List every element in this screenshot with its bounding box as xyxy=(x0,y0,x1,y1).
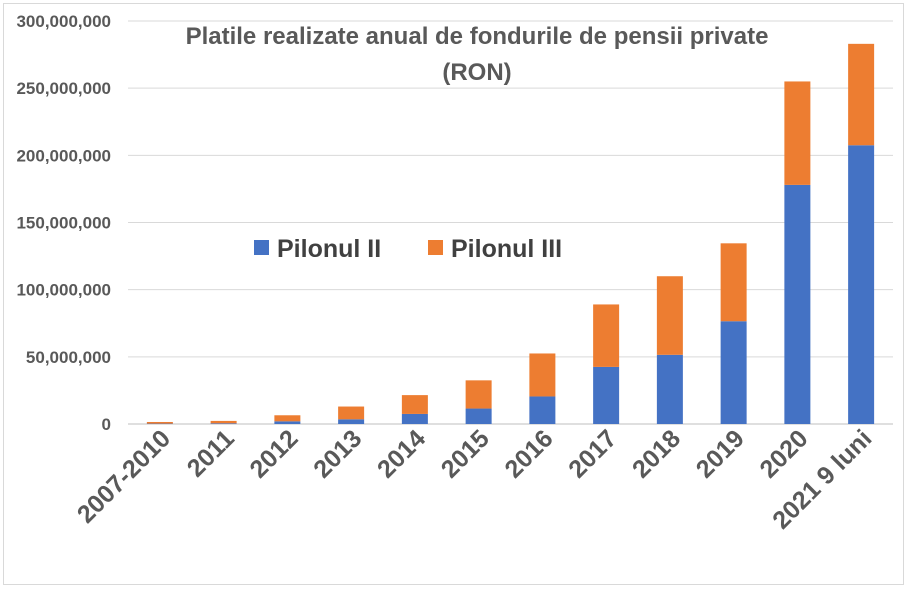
bar-pilonul-ii-2016 xyxy=(529,396,556,424)
bar-pilonul-iii-2013 xyxy=(338,406,365,420)
y-tick-label: 50,000,000 xyxy=(26,348,111,367)
x-tick-label: 2013 xyxy=(308,424,367,483)
bar-pilonul-ii-2021-9-luni xyxy=(848,145,875,424)
bar-pilonul-iii-2015 xyxy=(465,380,492,409)
bar-pilonul-ii-2019 xyxy=(720,321,747,424)
y-tick-label: 0 xyxy=(102,415,111,434)
bar-pilonul-iii-2019 xyxy=(720,243,747,322)
x-tick-label: 2014 xyxy=(372,424,431,483)
bar-pilonul-iii-2011 xyxy=(210,420,237,424)
bar-pilonul-iii-2021-9-luni xyxy=(848,43,875,146)
legend-swatch-pilonul-ii xyxy=(254,240,269,255)
bar-pilonul-iii-2014 xyxy=(401,395,428,414)
bar-pilonul-ii-2017 xyxy=(593,366,620,424)
chart-frame xyxy=(3,3,904,585)
bar-pilonul-ii-2011 xyxy=(210,423,237,424)
legend-label-pilonul-ii: Pilonul II xyxy=(277,235,381,263)
legend-label-pilonul-iii: Pilonul III xyxy=(451,235,562,263)
x-tick-label: 2011 xyxy=(182,424,240,482)
bars xyxy=(146,43,875,424)
y-tick-label: 150,000,000 xyxy=(16,214,111,233)
x-tick-label: 2015 xyxy=(436,424,495,483)
x-tick-label: 2016 xyxy=(499,424,558,483)
legend: Pilonul II Pilonul III xyxy=(254,235,562,263)
bar-pilonul-iii-2017 xyxy=(593,304,620,367)
bar-pilonul-ii-2014 xyxy=(401,413,428,424)
bar-pilonul-ii-2015 xyxy=(465,408,492,424)
x-tick-label: 2017 xyxy=(563,424,622,483)
x-tick-label: 2018 xyxy=(627,424,686,483)
y-tick-label: 100,000,000 xyxy=(16,281,111,300)
y-tick-label: 200,000,000 xyxy=(16,146,111,165)
bar-pilonul-iii-2016 xyxy=(529,353,556,397)
x-tick-label: 2019 xyxy=(691,424,750,483)
chart-title-line-1: Platile realizate anual de fondurile de … xyxy=(186,23,769,50)
y-tick-label: 250,000,000 xyxy=(16,79,111,98)
x-tick-label: 2012 xyxy=(244,424,303,483)
bar-pilonul-iii-2018 xyxy=(656,276,683,355)
gridlines xyxy=(128,20,893,425)
bar-pilonul-iii-2012 xyxy=(274,415,301,422)
bar-pilonul-iii-2007-2010 xyxy=(146,421,173,424)
bar-pilonul-ii-2012 xyxy=(274,421,301,424)
bar-pilonul-ii-2020 xyxy=(784,184,811,424)
y-tick-label: 300,000,000 xyxy=(16,12,111,31)
bar-pilonul-iii-2020 xyxy=(784,81,811,185)
chart-title-line-2: (RON) xyxy=(442,59,511,86)
x-tick-label: 2007-2010 xyxy=(72,424,176,528)
bar-pilonul-ii-2018 xyxy=(656,354,683,424)
x-tick-label: 2020 xyxy=(754,424,813,483)
y-axis-ticks: 0 50,000,000 100,000,000 150,000,000 200,000… xyxy=(16,12,111,434)
bar-pilonul-ii-2013 xyxy=(338,419,365,424)
x-axis-ticks: 2007-2010 2011 2012 2013 2014 2015 2016 2017 201… xyxy=(72,424,878,534)
legend-swatch-pilonul-iii xyxy=(428,240,443,255)
